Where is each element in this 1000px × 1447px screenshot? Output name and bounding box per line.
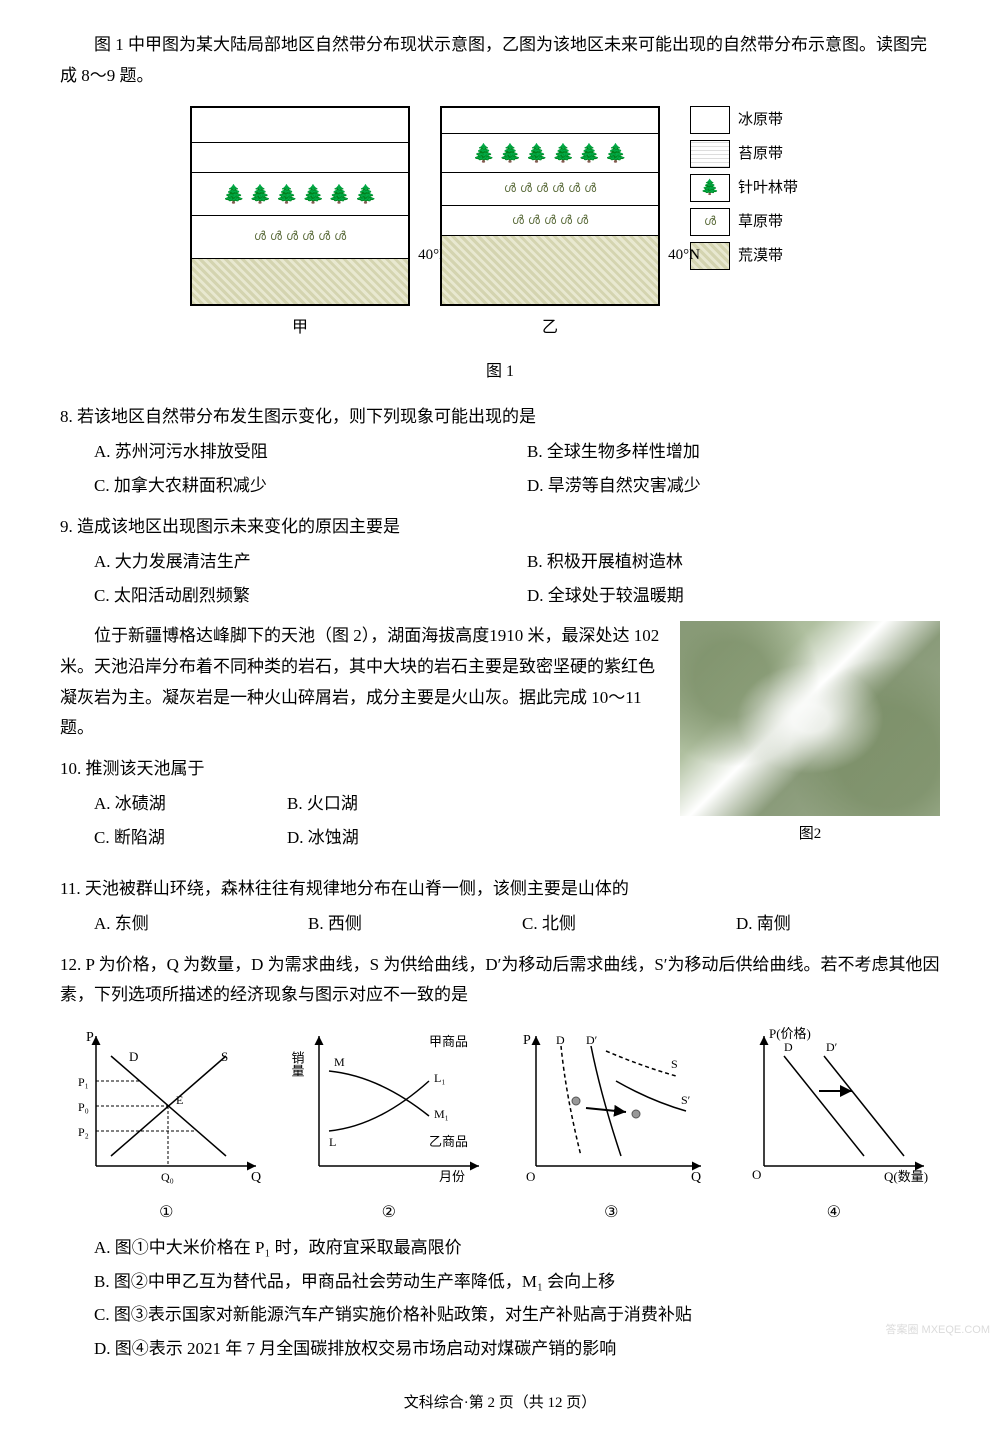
svg-text:月份: 月份 bbox=[439, 1169, 465, 1184]
q11-opt-b: B. 西侧 bbox=[308, 909, 512, 940]
question-12: 12. P 为价格，Q 为数量，D 为需求曲线，S 为供给曲线，D′为移动后需求… bbox=[60, 950, 940, 1011]
legend-grass: 草原带 bbox=[738, 209, 783, 236]
q9-text: 9. 造成该地区出现图示未来变化的原因主要是 bbox=[60, 512, 940, 543]
svg-text:P: P bbox=[523, 1033, 531, 1048]
corner-watermark: 答案圈 MXEQE.COM bbox=[885, 1321, 990, 1341]
chart1-num: ① bbox=[66, 1199, 266, 1228]
q12-opt-a: A. 图①中大米价格在 P₁ 时，政府宜采取最高限价 bbox=[94, 1233, 940, 1264]
question-10: 10. 推测该天池属于 A. 冰碛湖 B. 火口湖 C. 断陷湖 D. 冰蚀湖 bbox=[60, 754, 665, 854]
chart4-num: ④ bbox=[734, 1199, 934, 1228]
q8-opt-b: B. 全球生物多样性增加 bbox=[527, 437, 940, 468]
q8-opt-d: D. 旱涝等自然灾害减少 bbox=[527, 471, 940, 502]
svg-text:L₁: L₁ bbox=[434, 1071, 446, 1085]
q11-opt-c: C. 北侧 bbox=[522, 909, 726, 940]
q11-text: 11. 天池被群山环绕，森林往往有规律地分布在山脊一侧，该侧主要是山体的 bbox=[60, 874, 940, 905]
q10-text: 10. 推测该天池属于 bbox=[60, 754, 665, 785]
svg-text:D: D bbox=[556, 1033, 565, 1047]
svg-text:D: D bbox=[784, 1040, 793, 1054]
q8-opt-a: A. 苏州河污水排放受阻 bbox=[94, 437, 507, 468]
figure2-caption: 图2 bbox=[680, 821, 940, 848]
svg-text:M₁: M₁ bbox=[434, 1107, 449, 1121]
q10-opt-c: C. 断陷湖 bbox=[94, 823, 267, 854]
svg-text:Q: Q bbox=[251, 1170, 261, 1185]
legend-tundra: 苔原带 bbox=[738, 141, 783, 168]
q9-opt-c: C. 太阳活动剧烈频繁 bbox=[94, 581, 507, 612]
svg-text:M: M bbox=[334, 1055, 345, 1069]
q10-opt-a: A. 冰碛湖 bbox=[94, 789, 267, 820]
figure1-caption: 图 1 bbox=[60, 358, 940, 387]
svg-text:D′: D′ bbox=[586, 1033, 598, 1047]
chart2-num: ② bbox=[289, 1199, 489, 1228]
svg-text:P: P bbox=[86, 1030, 94, 1045]
diagram-jia: 🌲🌲🌲🌲🌲🌲 ൾൾൾൾൾൾ 40°N 甲 bbox=[190, 106, 410, 343]
intro-text: 图 1 中甲图为某大陆局部地区自然带分布现状示意图，乙图为该地区未来可能出现的自… bbox=[60, 30, 940, 91]
figure2: 图2 bbox=[680, 621, 940, 848]
svg-text:Q: Q bbox=[691, 1170, 701, 1185]
q12-text: 12. P 为价格，Q 为数量，D 为需求曲线，S 为供给曲线，D′为移动后需求… bbox=[60, 950, 940, 1011]
q11-opt-a: A. 东侧 bbox=[94, 909, 298, 940]
q8-opt-c: C. 加拿大农耕面积减少 bbox=[94, 471, 507, 502]
chart-1: P Q D S P₁ P₀ P₂ E Q₀ ① bbox=[66, 1026, 266, 1228]
chart-4: P(价格) Q(数量) O D D′ ④ bbox=[734, 1026, 934, 1228]
q12-opt-c: C. 图③表示国家对新能源汽车产销实施价格补贴政策，对生产补贴高于消费补贴 bbox=[94, 1300, 940, 1331]
chart-2: 销量 月份 甲商品 乙商品 M L L₁ M₁ ② bbox=[289, 1026, 489, 1228]
svg-text:L: L bbox=[329, 1135, 336, 1149]
lat-label-yi: 40°N bbox=[668, 242, 700, 269]
svg-text:销量: 销量 bbox=[289, 1051, 304, 1077]
svg-text:D′: D′ bbox=[826, 1040, 838, 1054]
svg-text:P₀: P₀ bbox=[78, 1100, 89, 1114]
question-8: 8. 若该地区自然带分布发生图示变化，则下列现象可能出现的是 A. 苏州河污水排… bbox=[60, 402, 940, 502]
svg-text:O: O bbox=[752, 1167, 761, 1182]
svg-text:乙商品: 乙商品 bbox=[429, 1134, 468, 1149]
yi-label: 乙 bbox=[440, 314, 660, 343]
diagram-yi: 🌲🌲🌲🌲🌲🌲 ൾൾൾൾൾൾ ൾൾൾൾൾ 40°N 乙 bbox=[440, 106, 660, 343]
q9-opt-a: A. 大力发展清洁生产 bbox=[94, 547, 507, 578]
q10-opt-d: D. 冰蚀湖 bbox=[287, 823, 460, 854]
chart3-num: ③ bbox=[511, 1199, 711, 1228]
context-tianchi: 位于新疆博格达峰脚下的天池（图 2），湖面海拔高度1910 米，最深处达 102… bbox=[60, 621, 940, 863]
q9-opt-d: D. 全球处于较温暖期 bbox=[527, 581, 940, 612]
legend-ice: 冰原带 bbox=[738, 107, 783, 134]
q8-text: 8. 若该地区自然带分布发生图示变化，则下列现象可能出现的是 bbox=[60, 402, 940, 433]
q10-opt-b: B. 火口湖 bbox=[287, 789, 460, 820]
svg-text:Q(数量): Q(数量) bbox=[884, 1169, 928, 1184]
svg-text:甲商品: 甲商品 bbox=[429, 1034, 468, 1049]
legend-desert: 荒漠带 bbox=[738, 243, 783, 270]
question-9: 9. 造成该地区出现图示未来变化的原因主要是 A. 大力发展清洁生产 B. 积极… bbox=[60, 512, 940, 612]
svg-text:P₂: P₂ bbox=[78, 1125, 89, 1139]
q11-opt-d: D. 南侧 bbox=[736, 909, 940, 940]
q9-opt-b: B. 积极开展植树造林 bbox=[527, 547, 940, 578]
svg-text:P(价格): P(价格) bbox=[769, 1026, 811, 1041]
svg-text:Q₀: Q₀ bbox=[161, 1170, 174, 1184]
jia-label: 甲 bbox=[190, 314, 410, 343]
page-footer: 文科综合·第 2 页（共 12 页） bbox=[60, 1390, 940, 1417]
q12-opt-d: D. 图④表示 2021 年 7 月全国碳排放权交易市场启动对煤碳产销的影响 bbox=[94, 1334, 940, 1365]
question-11: 11. 天池被群山环绕，森林往往有规律地分布在山脊一侧，该侧主要是山体的 A. … bbox=[60, 874, 940, 940]
svg-text:D: D bbox=[129, 1049, 138, 1064]
legend: 冰原带 苔原带 🌲针叶林带 ൾ草原带 荒漠带 bbox=[690, 106, 810, 276]
svg-text:S: S bbox=[221, 1049, 228, 1064]
context2-text: 位于新疆博格达峰脚下的天池（图 2），湖面海拔高度1910 米，最深处达 102… bbox=[60, 621, 665, 743]
charts-row: P Q D S P₁ P₀ P₂ E Q₀ ① 销量 月份 甲商品 乙商品 bbox=[60, 1026, 940, 1228]
figure1: 🌲🌲🌲🌲🌲🌲 ൾൾൾൾൾൾ 40°N 甲 🌲🌲🌲🌲🌲🌲 ൾൾൾൾൾൾ ൾൾൾൾൾ bbox=[60, 106, 940, 343]
svg-text:P₁: P₁ bbox=[78, 1075, 89, 1089]
q12-options: A. 图①中大米价格在 P₁ 时，政府宜采取最高限价 B. 图②中甲乙互为替代品… bbox=[60, 1233, 940, 1364]
svg-text:O: O bbox=[526, 1169, 535, 1184]
svg-text:S: S bbox=[671, 1057, 678, 1071]
svg-text:S′: S′ bbox=[681, 1093, 691, 1107]
chart-3: P Q O D D′ S S′ ③ bbox=[511, 1026, 711, 1228]
svg-text:E: E bbox=[176, 1093, 183, 1107]
q12-opt-b: B. 图②中甲乙互为替代品，甲商品社会劳动生产率降低，M₁ 会向上移 bbox=[94, 1267, 940, 1298]
legend-forest: 针叶林带 bbox=[738, 175, 798, 202]
